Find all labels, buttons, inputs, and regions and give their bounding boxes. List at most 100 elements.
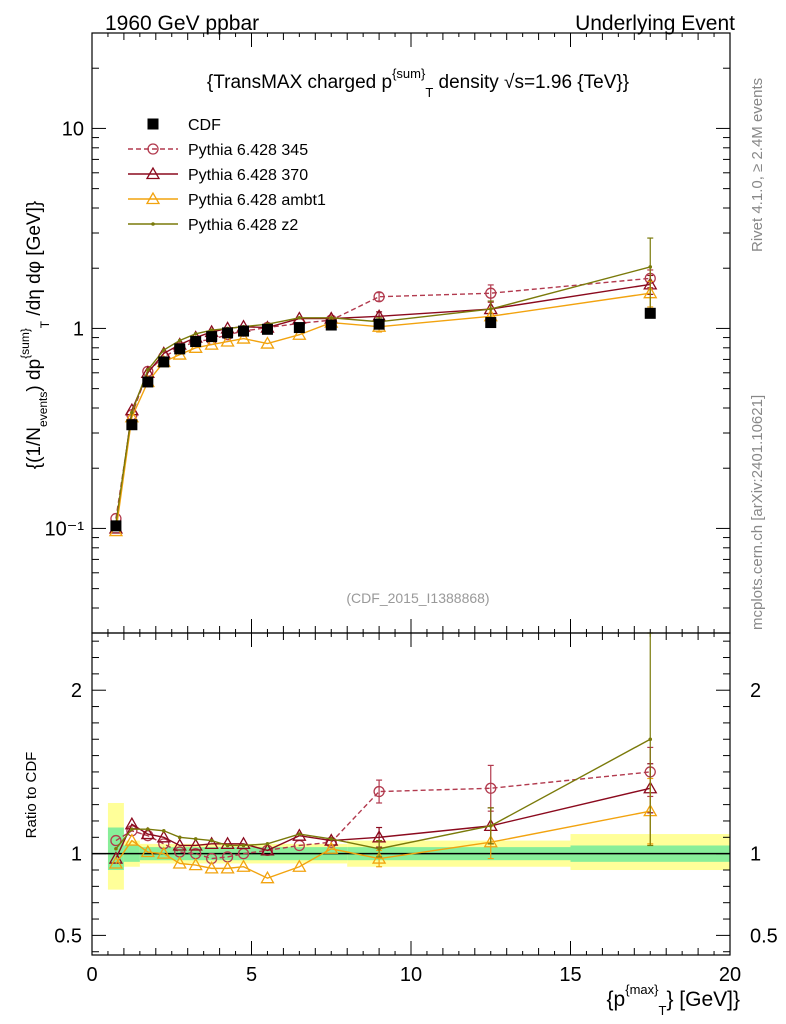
- ratio-series-1-point: [260, 843, 275, 856]
- ratio-series-3-point: [648, 737, 653, 742]
- ratio-y-tick-label-right: 1: [750, 844, 761, 866]
- ratio-series-3-point: [488, 824, 493, 828]
- cdf-data-point: [293, 322, 305, 334]
- legend-label: Pythia 6.428 345: [188, 142, 308, 159]
- cdf-data-point: [373, 318, 385, 330]
- ratio-series-0-point: [373, 785, 385, 798]
- main-series-2-point: [236, 331, 251, 344]
- legend-marker: [151, 222, 155, 226]
- legend: CDF Pythia 6.428 345 Pythia 6.428 370 Pythi…: [128, 117, 326, 234]
- cdf-data-point: [174, 343, 186, 355]
- main-series-3-point: [130, 410, 134, 415]
- main-title: {TransMAX charged p{sum}T density √s=1.9…: [207, 66, 629, 100]
- ratio-series-2-point: [220, 861, 235, 874]
- cdf-data-point: [142, 376, 154, 388]
- main-series-3-point: [177, 338, 182, 343]
- ratio-series-3-point: [130, 827, 134, 831]
- legend-marker: [147, 143, 159, 155]
- x-tick-label: 20: [719, 964, 741, 986]
- ratio-series-2-point: [172, 856, 187, 869]
- legend-cdf-label: CDF: [188, 117, 221, 134]
- rivet-label: Rivet 4.1.0, ≥ 2.4M events: [749, 78, 766, 252]
- header-right: Underlying Event: [575, 12, 735, 35]
- x-tick-label: 0: [86, 964, 97, 986]
- main-y-tick-label: 1: [73, 318, 84, 340]
- cdf-data-point: [261, 323, 273, 335]
- analysis-watermark: (CDF_2015_I1388868): [346, 590, 489, 606]
- ratio-series-2-line: [115, 810, 651, 879]
- cdf-data-point: [190, 336, 202, 348]
- ratio-series-1-point: [236, 836, 251, 850]
- ratio-y-tick-label: 2: [71, 680, 82, 702]
- main-series-0-line: [115, 277, 651, 519]
- ratio-series-2-point: [140, 844, 155, 858]
- main-series-2-point: [220, 334, 235, 347]
- x-tick-label: 5: [246, 964, 257, 986]
- ratio-series-3-point: [265, 842, 270, 846]
- ratio-series-2-point: [371, 851, 387, 864]
- ratio-series-2-point: [324, 841, 339, 854]
- main-series-2-point: [204, 337, 219, 350]
- ratio-series-3-point: [225, 843, 230, 848]
- main-series-3-point: [488, 307, 493, 311]
- ratio-series-3-point: [146, 827, 150, 831]
- ratio-series-3-point: [209, 838, 214, 843]
- legend-cdf-marker: [147, 118, 159, 130]
- ratio-series-2-point: [260, 870, 275, 884]
- ratio-series-2-point: [292, 859, 307, 872]
- ratio-series-2-point: [124, 833, 139, 846]
- ratio-series-2-point: [236, 859, 251, 872]
- x-tick-label: 15: [559, 964, 581, 986]
- main-series-3-point: [193, 331, 198, 336]
- ratio-series-1-point: [140, 826, 155, 840]
- main-panel-ticks: 10⁻¹ 1 10: [45, 32, 731, 634]
- ratio-series-2-point: [156, 846, 171, 859]
- legend-label: Pythia 6.428 ambt1: [188, 192, 326, 209]
- ratio-y-tick-label: 0.5: [54, 925, 82, 947]
- main-y-tick-label: 10⁻¹: [45, 518, 85, 540]
- ratio-series-2-point: [483, 834, 498, 848]
- ratio-series-3-point: [241, 843, 246, 848]
- main-series-2-point: [188, 340, 203, 353]
- ratio-series-1-point: [204, 836, 219, 850]
- x-tick-label: 10: [400, 964, 422, 986]
- ratio-series-2-point: [204, 861, 219, 874]
- cdf-data-point: [485, 317, 497, 329]
- ratio-series-1-point: [220, 836, 235, 850]
- ratio-panel-ticks: 0.5 0.51 12 20 5 10 15 20: [54, 633, 778, 986]
- cdf-data-point: [206, 331, 218, 343]
- x-axis-label: {p{max}T} [GeV]}: [607, 982, 740, 1018]
- ratio-series-3-point: [193, 837, 198, 841]
- cdf-data-point: [325, 319, 337, 331]
- cdf-data-point: [158, 356, 170, 368]
- cdf-data-point: [110, 520, 122, 532]
- ratio-series-3-point: [377, 846, 381, 851]
- cdf-data-point: [222, 327, 234, 339]
- ratio-series-3-point: [161, 828, 166, 833]
- mcplots-label: mcplots.cern.ch [arXiv:2401.10621]: [749, 395, 766, 630]
- ratio-series-2-point: [108, 856, 124, 869]
- main-series-3-point: [209, 328, 214, 332]
- main-series-3-point: [648, 265, 653, 269]
- legend-marker: [145, 166, 161, 180]
- ratio-series-3-point: [297, 832, 302, 836]
- main-series-2-point: [260, 336, 275, 349]
- ratio-y-tick-label-right: 0.5: [750, 925, 778, 947]
- cdf-data-point: [644, 307, 656, 319]
- main-y-tick-label: 10: [62, 118, 84, 140]
- ratio-series-3-point: [177, 835, 182, 840]
- main-series-3-point: [329, 316, 334, 320]
- ratio-series-0-point: [110, 834, 122, 847]
- ratio-panel-series: [108, 632, 658, 884]
- ratio-series-1-point: [156, 830, 171, 843]
- ratio-panel-frame: [91, 632, 731, 956]
- main-ylabel: {(1/Nevents) dp{sum}T /dη dφ [GeV]}: [18, 201, 52, 469]
- ratio-y-tick-label-right: 2: [750, 680, 761, 702]
- main-series-3-point: [146, 368, 150, 372]
- ratio-series-1-point: [172, 838, 187, 851]
- ratio-series-2-point: [188, 857, 203, 871]
- main-series-2-line: [115, 292, 651, 532]
- ratio-series-3-point: [329, 837, 334, 841]
- cdf-data-point: [126, 419, 138, 431]
